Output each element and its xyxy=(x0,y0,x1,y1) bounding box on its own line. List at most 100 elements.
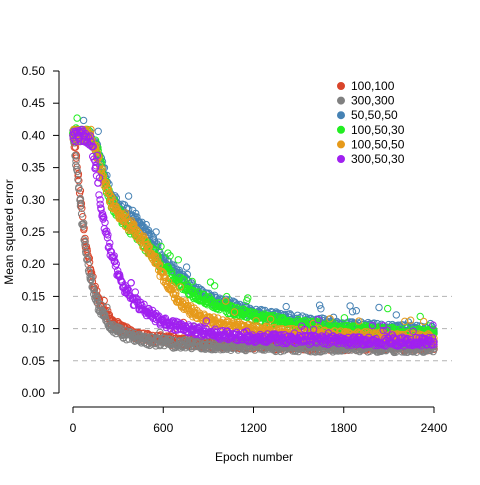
data-point xyxy=(430,340,438,349)
data-point xyxy=(106,247,115,256)
data-point xyxy=(305,340,314,348)
data-point xyxy=(202,317,211,325)
data-point xyxy=(364,322,373,330)
data-point xyxy=(122,209,130,217)
data-point xyxy=(93,299,101,307)
data-point xyxy=(144,226,153,235)
data-point xyxy=(99,312,107,320)
data-point xyxy=(82,242,91,251)
data-point xyxy=(409,327,417,335)
data-point xyxy=(125,286,133,295)
data-point xyxy=(348,308,357,316)
data-point xyxy=(99,215,107,223)
data-point xyxy=(400,347,408,355)
data-point xyxy=(83,255,92,263)
y-tick-label: 0.25 xyxy=(22,225,46,239)
data-point xyxy=(73,114,81,122)
data-point xyxy=(256,330,264,339)
data-point xyxy=(87,276,95,284)
data-point xyxy=(74,175,82,184)
data-point xyxy=(106,239,114,247)
legend-label: 100,50,30 xyxy=(351,123,405,137)
data-point xyxy=(428,334,437,342)
data-point xyxy=(161,314,170,322)
y-axis-title: Mean squared error xyxy=(2,179,16,284)
data-point xyxy=(168,268,176,276)
data-point xyxy=(122,213,131,221)
x-tick-label: 0 xyxy=(70,421,77,435)
data-point xyxy=(249,313,258,321)
data-point xyxy=(246,310,254,319)
data-point xyxy=(326,315,334,323)
data-point xyxy=(79,127,87,135)
data-point xyxy=(176,283,184,291)
data-point xyxy=(352,307,360,315)
data-point xyxy=(72,157,80,165)
data-point xyxy=(368,321,377,330)
data-point xyxy=(112,260,121,268)
data-point xyxy=(172,289,180,297)
data-point xyxy=(430,326,438,334)
data-point xyxy=(157,242,165,251)
data-point xyxy=(103,184,112,192)
data-point xyxy=(244,294,252,302)
data-point xyxy=(77,210,86,218)
data-point xyxy=(81,131,89,140)
data-point xyxy=(91,144,100,153)
x-tick-label: 1800 xyxy=(330,421,357,435)
data-point xyxy=(156,328,164,337)
data-point xyxy=(133,213,141,221)
legend-marker xyxy=(337,111,345,120)
data-point xyxy=(174,276,183,284)
data-point xyxy=(204,297,213,306)
data-point xyxy=(129,212,137,220)
data-point xyxy=(78,204,86,213)
data-point xyxy=(76,194,85,203)
data-points xyxy=(69,114,438,357)
data-point xyxy=(385,337,393,346)
x-tick-label: 1200 xyxy=(240,421,267,435)
data-point xyxy=(166,252,174,260)
data-point xyxy=(379,326,387,335)
data-point xyxy=(406,316,415,324)
data-point xyxy=(87,138,95,146)
data-point xyxy=(124,192,133,200)
data-point xyxy=(355,317,363,325)
data-point xyxy=(266,315,275,323)
y-tick-label: 0.30 xyxy=(22,193,46,207)
legend-label: 100,50,50 xyxy=(351,137,405,151)
data-point xyxy=(76,202,85,210)
data-point xyxy=(79,116,88,125)
data-point xyxy=(144,244,152,252)
data-point xyxy=(81,238,89,247)
data-point xyxy=(152,228,160,236)
data-point xyxy=(210,282,219,290)
y-tick-label: 0.35 xyxy=(22,161,46,175)
data-point xyxy=(197,323,205,331)
data-point xyxy=(93,151,102,160)
data-point xyxy=(222,297,230,305)
data-point xyxy=(114,209,122,217)
data-point xyxy=(159,273,168,281)
legend-label: 50,50,50 xyxy=(351,108,398,122)
data-point xyxy=(69,131,77,140)
data-point xyxy=(174,340,183,348)
data-point xyxy=(383,326,391,334)
data-point xyxy=(249,333,258,342)
data-point xyxy=(315,301,324,309)
x-tick-label: 2400 xyxy=(421,421,448,435)
data-point xyxy=(106,196,115,204)
data-point xyxy=(416,312,424,321)
data-point xyxy=(117,209,125,218)
series-300-50-30 xyxy=(69,125,438,350)
data-point xyxy=(420,317,428,326)
data-point xyxy=(104,231,112,239)
data-point xyxy=(129,295,137,304)
data-point xyxy=(184,281,192,289)
data-point xyxy=(106,321,115,330)
y-tick-label: 0.10 xyxy=(22,322,46,336)
data-point xyxy=(317,305,325,313)
data-point xyxy=(97,205,105,213)
data-point xyxy=(110,252,118,260)
data-point xyxy=(132,209,140,218)
